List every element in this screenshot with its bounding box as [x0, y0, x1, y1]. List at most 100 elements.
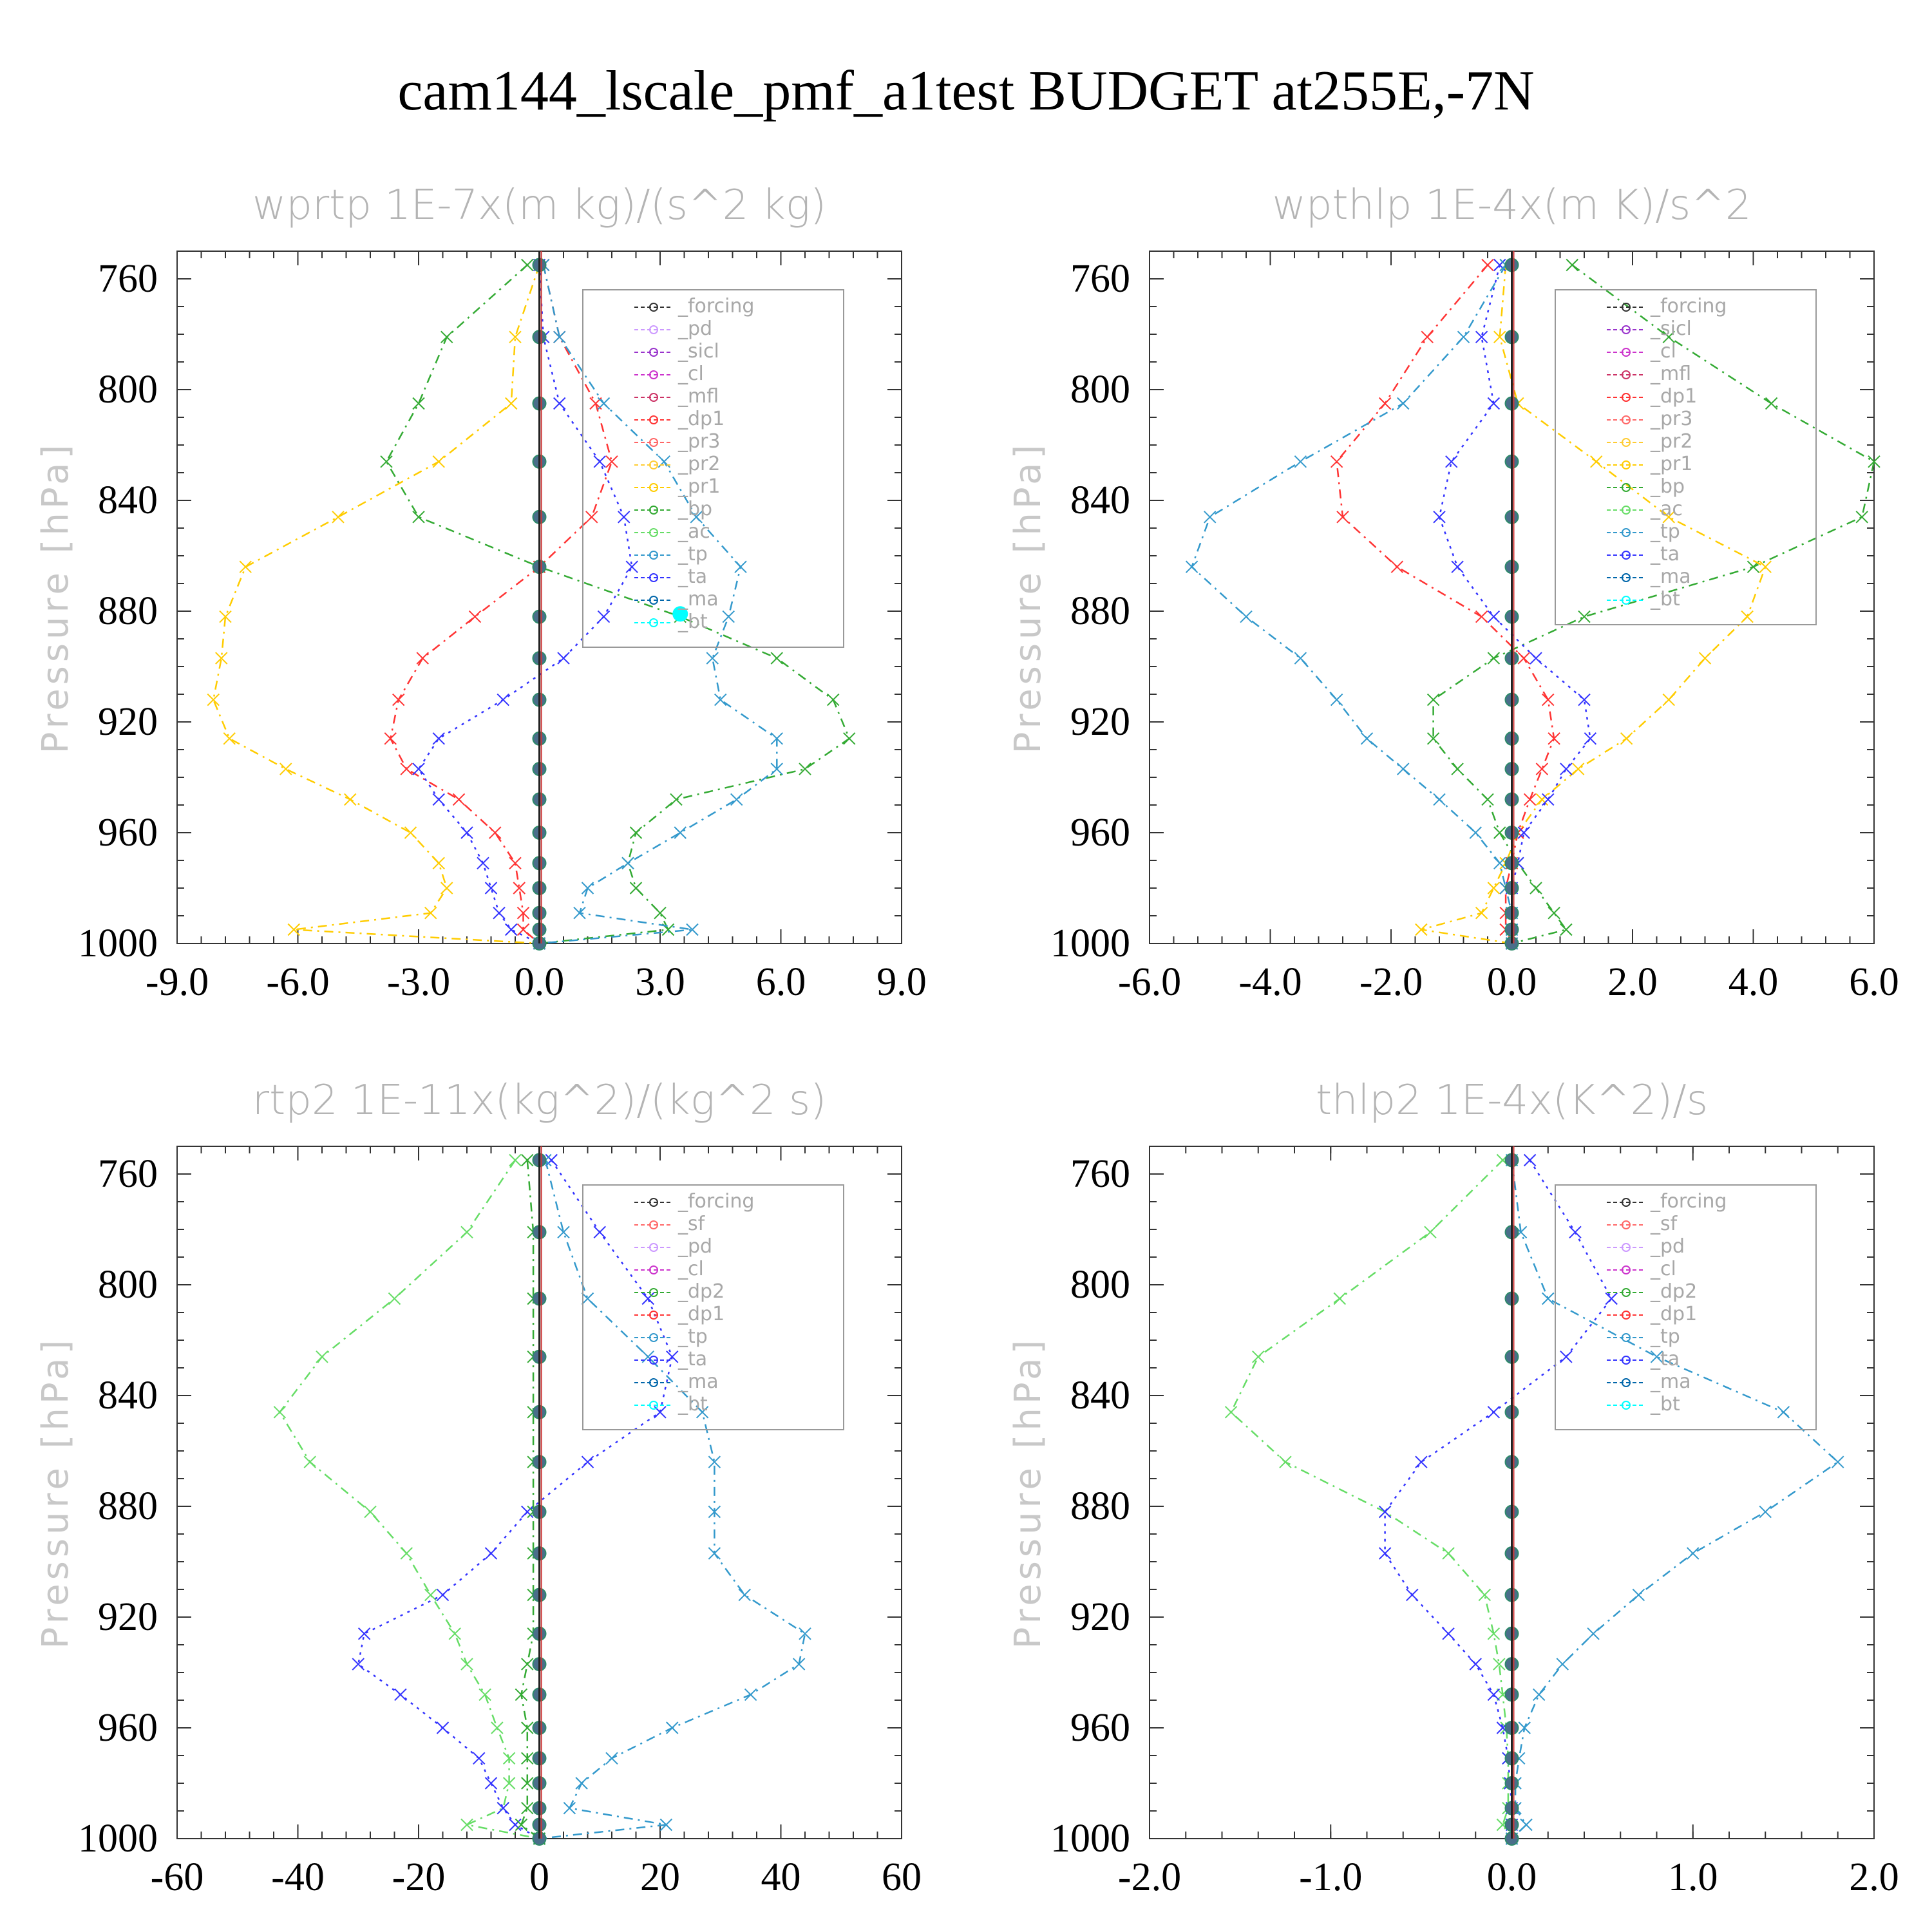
series-point-dp2: [521, 1777, 534, 1790]
series-point-dp2: [521, 1801, 534, 1815]
series-point-tp: [1518, 1721, 1531, 1734]
series-point-tp: [706, 652, 719, 665]
legend-box: [1555, 289, 1817, 625]
legend-marker: [1622, 1198, 1631, 1207]
series-point-tp: [557, 1226, 570, 1239]
legend-marker: [649, 596, 658, 605]
series-point-ac: [316, 1350, 328, 1363]
x-tick-label: -4.0: [1238, 960, 1302, 1004]
series-point-ta: [1475, 330, 1488, 344]
series-point-pr1: [1698, 652, 1712, 665]
series-point-pr1: [1487, 882, 1501, 895]
series-point-bp: [1662, 330, 1675, 344]
series-point-dp1: [468, 610, 482, 623]
series-line-ac: [278, 1159, 540, 1840]
series-line-tp: [539, 1160, 806, 1840]
legend-label: _forcing: [1650, 1190, 1727, 1213]
series-point-pr1: [1571, 762, 1585, 775]
panel-title: wprtp 1E-7x(m kg)/(s^2 kg): [252, 182, 826, 229]
series-point-bp: [1487, 652, 1501, 665]
legend-label: _tp: [1650, 1325, 1680, 1348]
series-point-ac: [1252, 1350, 1265, 1363]
legend-label: _forcing: [677, 1190, 754, 1213]
series-point-dp1: [1336, 511, 1349, 524]
legend-marker: [649, 551, 658, 560]
series-point-bp: [1868, 455, 1880, 468]
series-point-dp1: [1548, 732, 1560, 745]
series-point-tp: [1240, 610, 1253, 623]
series-point-ta: [357, 1627, 371, 1640]
series-point-dp1: [489, 826, 502, 839]
legend-label: _pr2: [677, 453, 720, 475]
series-point-tp: [744, 1688, 757, 1701]
series-point-dp2: [515, 1818, 528, 1832]
x-tick-label: 3.0: [635, 960, 685, 1004]
legend-label: _pr3: [677, 430, 720, 453]
series-line-pr1: [1421, 265, 1766, 945]
series-line-ac: [1230, 1159, 1513, 1839]
legend-marker: [1622, 596, 1631, 605]
panels: wprtp 1E-7x(m kg)/(s^2 kg) Pressure [hPa]…: [35, 182, 1899, 1899]
x-tick-label: -6.0: [266, 960, 329, 1004]
series-point-ta: [1487, 1406, 1501, 1419]
series-point-ta: [1415, 1455, 1428, 1468]
y-tick-label: 1000: [78, 1817, 158, 1861]
x-tick-label: -1.0: [1299, 1855, 1362, 1899]
series-point-bp: [1493, 826, 1506, 839]
legend-label: _ta: [1650, 1348, 1680, 1370]
series-point-pr1: [1475, 906, 1488, 920]
series-point-pr1: [287, 923, 300, 936]
legend-marker: [649, 1265, 658, 1274]
series-point-tp: [1493, 857, 1506, 870]
legend-label: _pr1: [677, 475, 720, 498]
series-point-ta: [1442, 1627, 1455, 1640]
chart-panel-2: wpthlp 1E-4x(m K)/s^2 Pressure [hPa] -6.0 -…: [1007, 182, 1899, 1004]
series-point-dp2: [521, 1752, 534, 1765]
series-point-ta: [593, 455, 606, 468]
series-point-dp1: [1390, 560, 1404, 573]
legend-marker: [1622, 460, 1631, 469]
legend-label: _bt: [1650, 1393, 1680, 1416]
x-tick-label: -3.0: [387, 960, 450, 1004]
legend-label: _bp: [1650, 475, 1685, 498]
series-point-bp: [1855, 511, 1868, 524]
legend-label: _cl: [1650, 1258, 1676, 1280]
series-point-tp: [1204, 511, 1217, 524]
series-point-ta: [581, 1455, 594, 1468]
legend-label: _tp: [1650, 520, 1680, 543]
x-tick-label: 0: [529, 1855, 549, 1899]
series-point-ac: [448, 1627, 461, 1640]
series-point-ta: [553, 397, 566, 410]
series-point-dp1: [1517, 652, 1530, 665]
y-tick-label: 800: [98, 368, 158, 412]
legend-marker: [1622, 325, 1631, 334]
series-point-tp: [575, 1777, 588, 1790]
legend-marker: [649, 483, 658, 492]
series-point-ta: [436, 1721, 450, 1734]
legend-label: _ma: [677, 588, 719, 611]
series-point-tp: [1294, 455, 1307, 468]
series-point-dp1: [452, 793, 466, 806]
series-point-ta: [484, 882, 498, 895]
series-line-tp: [1191, 264, 1513, 943]
series-point-pr1: [219, 610, 232, 623]
series-point-dp2: [521, 1721, 534, 1734]
y-tick-label: 760: [98, 257, 158, 301]
series-point-dp1: [509, 857, 522, 870]
legend-label: _bp: [677, 498, 712, 520]
series-point-pr1: [1493, 330, 1506, 344]
y-tick-label: 800: [98, 1263, 158, 1307]
x-tick-label: -6.0: [1118, 960, 1181, 1004]
series-point-tp: [1433, 793, 1446, 806]
series-point-pr1: [1741, 610, 1754, 623]
x-tick-label: 4.0: [1728, 960, 1779, 1004]
legend-label: _ta: [677, 565, 707, 588]
series-point-tp: [659, 1818, 673, 1832]
series-point-tp: [738, 1588, 751, 1602]
x-tick-label: -60: [151, 1855, 204, 1899]
series-point-bp: [1451, 762, 1464, 775]
legend-marker: [1622, 528, 1631, 537]
x-tick-label: 0.0: [1487, 960, 1537, 1004]
legend-label: _sicl: [1650, 317, 1692, 340]
